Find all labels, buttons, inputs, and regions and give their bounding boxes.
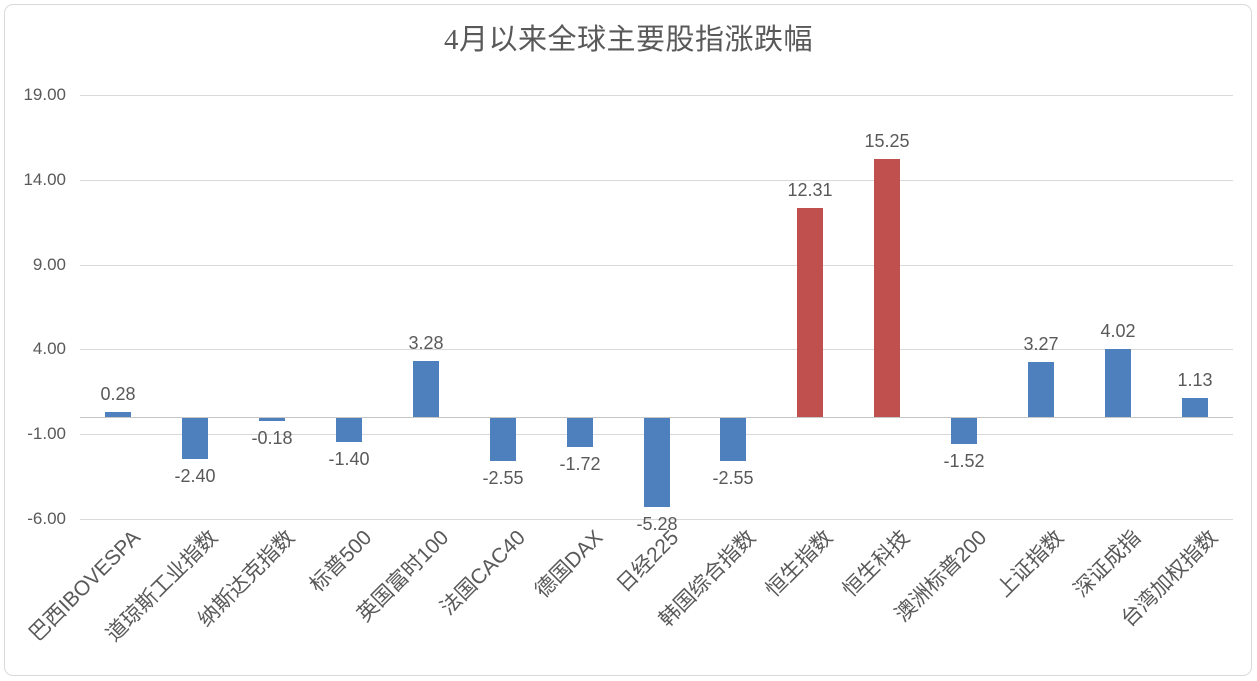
- y-axis-tick-label: -6.00: [27, 509, 66, 528]
- x-axis-category-label: 上证指数: [992, 526, 1069, 602]
- chart-title: 4月以来全球主要股指涨跌幅: [443, 24, 813, 56]
- bar-value-label: 1.13: [1177, 370, 1213, 390]
- bar-value-label: 0.28: [100, 384, 136, 404]
- bar-巴西IBOVESPA: [105, 412, 131, 417]
- bar-道琼斯工业指数: [182, 418, 208, 459]
- bar-深证成指: [1105, 349, 1131, 417]
- bar-value-label: -2.55: [712, 468, 754, 488]
- bar-韩国综合指数: [720, 418, 746, 461]
- bar-value-label: -2.40: [174, 466, 216, 486]
- y-axis-tick-label: 19.00: [23, 85, 66, 104]
- bar-日经225: [644, 418, 670, 507]
- x-axis-category-label: 恒生科技: [838, 526, 915, 602]
- y-axis-tick-label: 14.00: [23, 170, 66, 189]
- bar-恒生指数: [797, 208, 823, 417]
- y-gridline: [80, 265, 1233, 266]
- x-axis-category-label: 恒生指数: [761, 526, 838, 602]
- bar-value-label: -1.72: [559, 454, 601, 474]
- y-axis-tick-label: 9.00: [32, 255, 66, 274]
- bar-value-label: -2.55: [482, 468, 524, 488]
- bar-value-label: -5.28: [636, 514, 678, 534]
- bar-英国富时100: [413, 361, 439, 417]
- bar-value-label: -0.18: [251, 428, 293, 448]
- bar-恒生科技: [874, 159, 900, 417]
- bar-标普500: [336, 418, 362, 442]
- y-gridline: [80, 180, 1233, 181]
- bar-value-label: 15.25: [864, 131, 910, 151]
- x-axis-category-label: 标普500: [305, 526, 377, 597]
- y-gridline: [80, 95, 1233, 96]
- x-axis-category-label: 德国DAX: [530, 526, 608, 603]
- bar-value-label: 12.31: [787, 180, 833, 200]
- y-gridline: [80, 519, 1233, 520]
- bar-上证指数: [1028, 362, 1054, 417]
- bar-value-label: -1.52: [943, 451, 985, 471]
- bar-纳斯达克指数: [259, 418, 285, 421]
- bar-value-label: 3.27: [1023, 334, 1059, 354]
- y-axis-tick-label: -1.00: [27, 424, 66, 443]
- x-axis-category-label: 日经225: [612, 526, 684, 597]
- y-axis-tick-label: 4.00: [32, 339, 66, 358]
- bar-法国CAC40: [490, 418, 516, 461]
- x-axis-category-label: 深证成指: [1069, 526, 1146, 602]
- bar-德国DAX: [567, 418, 593, 447]
- bar-value-label: 4.02: [1100, 321, 1136, 341]
- chart-border: [4, 4, 1252, 676]
- bar-value-label: -1.40: [328, 449, 370, 469]
- y-gridline: [80, 349, 1233, 350]
- x-axis-zero-line: [80, 417, 1233, 418]
- bar-澳洲标普200: [951, 418, 977, 444]
- bar-value-label: 3.28: [408, 333, 444, 353]
- bar-台湾加权指数: [1182, 398, 1208, 417]
